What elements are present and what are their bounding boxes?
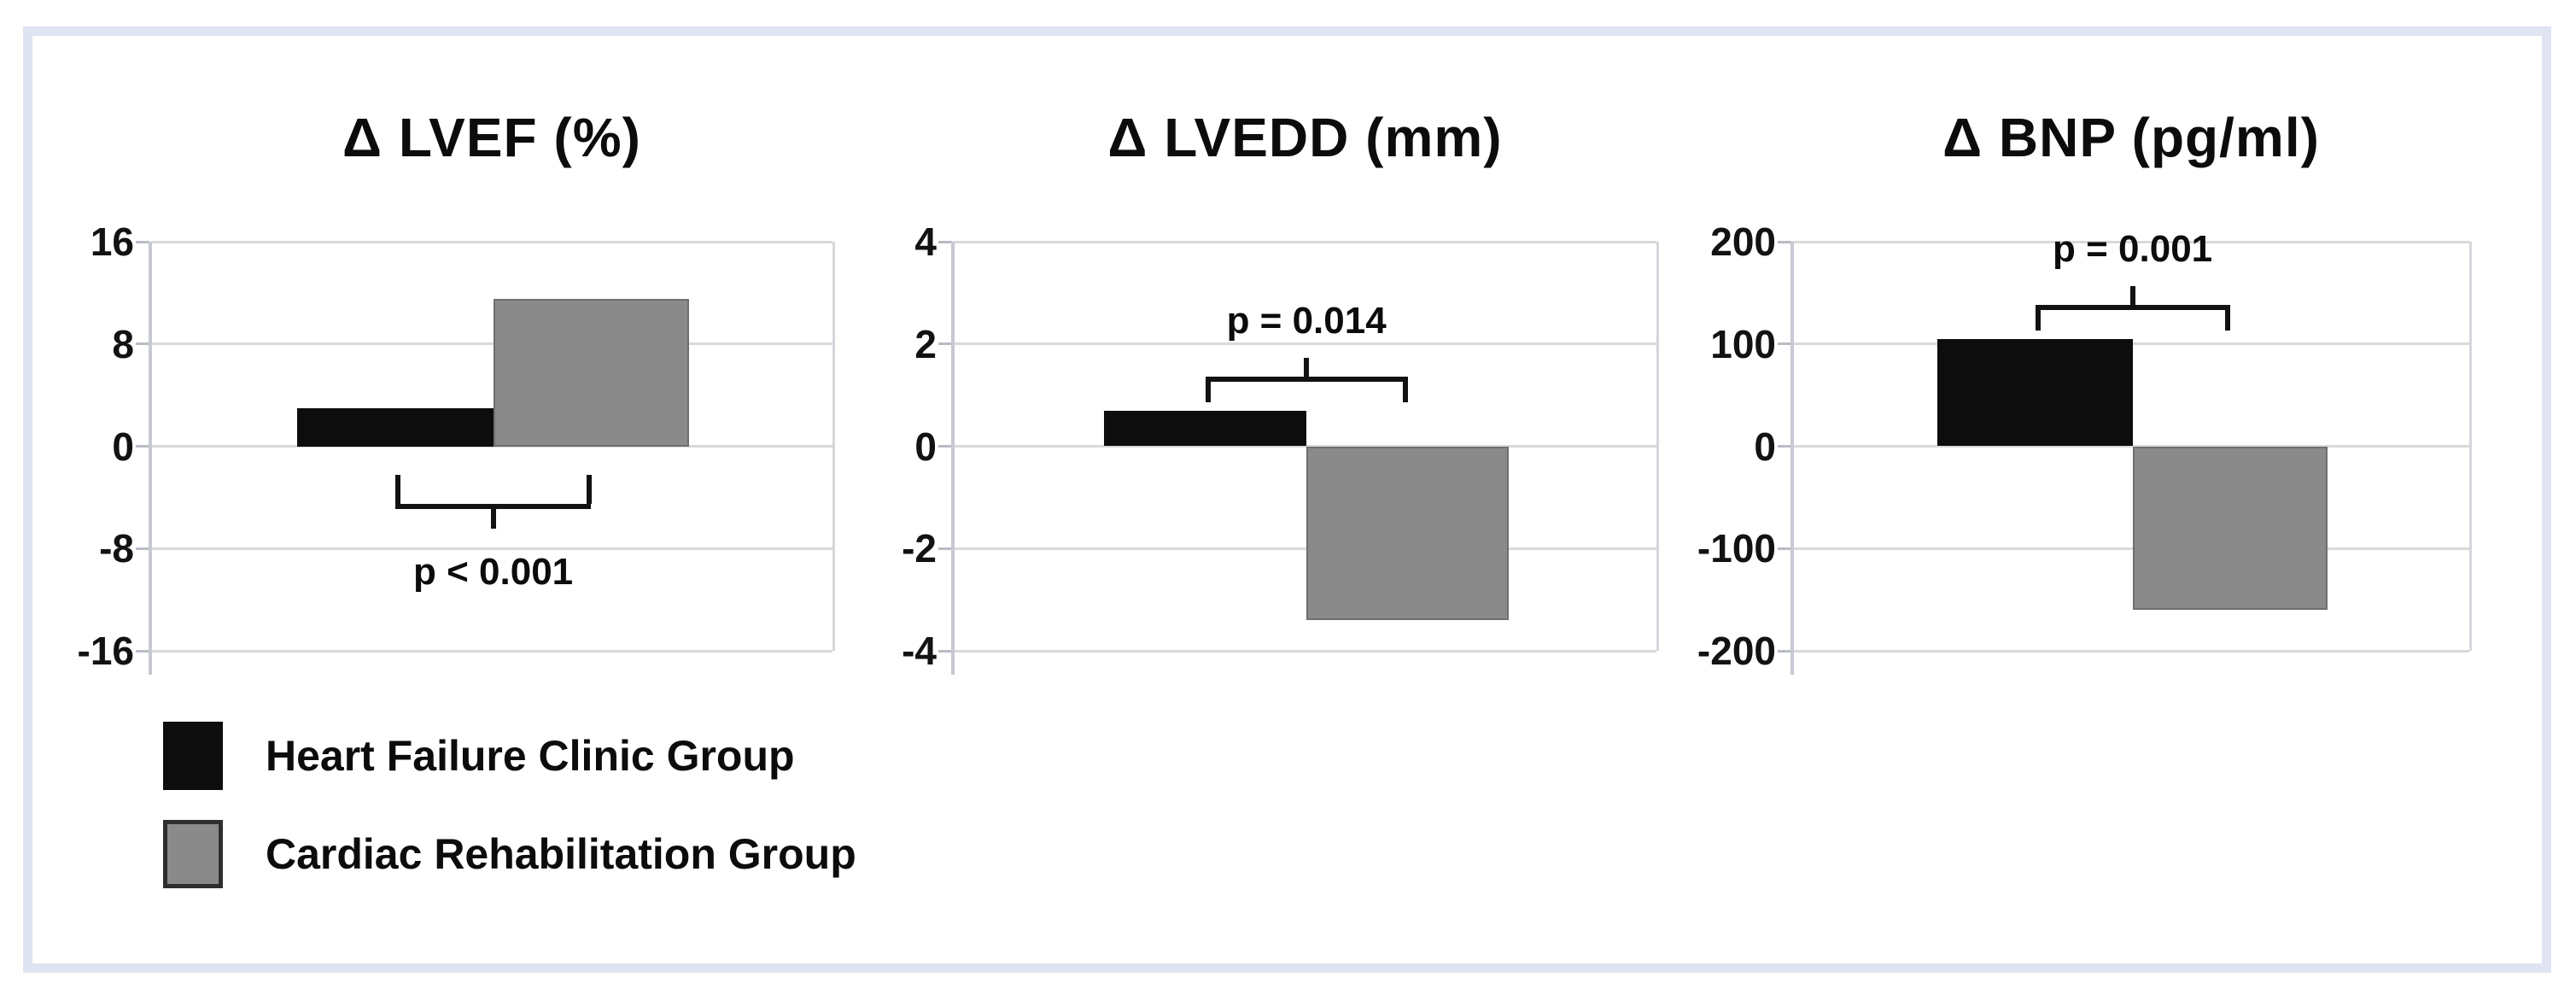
significance-bracket: [586, 474, 592, 504]
y-tick-label: 0: [1754, 424, 1776, 469]
legend-item-cardiac-rehabilitation-group: Cardiac Rehabilitation Group: [163, 819, 856, 889]
y-axis-line: [1790, 242, 1794, 675]
y-axis-tick-mark: [1778, 547, 1791, 550]
gridline: [151, 240, 832, 243]
gridline: [1793, 547, 2469, 550]
y-tick-label: 100: [1710, 321, 1776, 366]
y-axis-tick-mark: [938, 547, 952, 550]
y-axis-tick-mark: [1778, 240, 1791, 243]
gridline: [151, 445, 832, 448]
y-tick-label: 0: [914, 424, 937, 469]
chart-title-bnp: Δ BNP (pg/ml): [1942, 107, 2320, 168]
gridline: [151, 342, 832, 346]
gridline: [954, 240, 1656, 243]
plot-area-lvef: 16 8 0 -8 -16 p < 0.001: [78, 219, 835, 675]
y-tick-label: 2: [914, 321, 937, 366]
plot-area-bnp: 200 100 0 -100 -200 p = 0.001: [1697, 219, 2472, 675]
plot-right-border: [1656, 242, 1659, 651]
significance-bracket: [490, 508, 496, 529]
y-axis-tick-mark: [938, 342, 952, 346]
bar-cardiac-rehabilitation-group: [493, 299, 690, 447]
significance-bracket: [1402, 381, 1408, 402]
y-tick-label: 8: [112, 321, 134, 366]
significance-bracket: [1205, 376, 1408, 382]
y-tick-label: -100: [1697, 526, 1776, 571]
y-tick-label: -8: [99, 526, 134, 571]
chart-title-lvedd: Δ LVEDD (mm): [1107, 107, 1503, 168]
y-axis-line: [149, 242, 152, 675]
plot-area-lvedd: 4 2 0 -2 -4 p = 0.014: [902, 219, 1659, 675]
p-value-label: p = 0.014: [1226, 299, 1387, 342]
y-tick-label: 200: [1710, 219, 1776, 264]
y-axis-tick-mark: [136, 342, 149, 346]
y-axis-tick-mark: [1778, 445, 1791, 448]
y-tick-label: 0: [112, 424, 134, 469]
bar-heart-failure-clinic-group: [1104, 410, 1307, 447]
legend-swatch-gray-icon: [163, 820, 223, 888]
y-tick-label: -4: [902, 629, 937, 673]
legend-swatch-black-icon: [163, 722, 223, 790]
y-tick-label: 4: [914, 219, 937, 264]
gridline: [1793, 649, 2469, 653]
y-tick-label: 16: [90, 219, 134, 264]
y-axis-tick-mark: [136, 240, 149, 243]
y-axis-tick-mark: [938, 240, 952, 243]
y-axis-tick-mark: [938, 649, 952, 653]
legend-item-heart-failure-clinic-group: Heart Failure Clinic Group: [163, 721, 795, 791]
significance-bracket: [2035, 304, 2230, 310]
gridline: [954, 445, 1656, 448]
y-axis-line: [951, 242, 955, 675]
y-tick-label: -200: [1697, 629, 1776, 673]
significance-bracket: [2224, 309, 2230, 331]
gridline: [1793, 445, 2469, 448]
gridline: [151, 649, 832, 653]
significance-bracket: [394, 503, 592, 509]
gridline: [954, 649, 1656, 653]
chart-title-lvef: Δ LVEF (%): [342, 107, 641, 168]
legend-label: Heart Failure Clinic Group: [266, 732, 795, 780]
plot-right-border: [2469, 242, 2472, 651]
y-axis-tick-mark: [136, 649, 149, 653]
bar-heart-failure-clinic-group: [1937, 338, 2133, 447]
plot-right-border: [832, 242, 835, 651]
gridline: [151, 547, 832, 550]
y-axis-tick-mark: [1778, 342, 1791, 346]
gridline: [954, 547, 1656, 550]
bar-cardiac-rehabilitation-group: [1306, 446, 1510, 621]
y-tick-label: -2: [902, 526, 937, 571]
y-axis-tick-mark: [136, 445, 149, 448]
gridline: [954, 342, 1656, 346]
y-tick-label: -16: [77, 629, 134, 673]
significance-bracket: [1304, 357, 1310, 377]
gridline: [1793, 240, 2469, 243]
y-axis-tick-mark: [136, 547, 149, 550]
p-value-label: p = 0.001: [2053, 227, 2213, 270]
significance-bracket: [1205, 381, 1211, 402]
p-value-label: p < 0.001: [413, 550, 574, 593]
legend-label: Cardiac Rehabilitation Group: [266, 830, 856, 878]
y-axis-tick-mark: [1778, 649, 1791, 653]
significance-bracket: [394, 474, 400, 504]
bar-cardiac-rehabilitation-group: [2132, 446, 2328, 611]
significance-bracket: [2035, 309, 2041, 331]
significance-bracket: [2129, 285, 2135, 305]
y-axis-tick-mark: [938, 445, 952, 448]
bar-heart-failure-clinic-group: [296, 407, 494, 447]
